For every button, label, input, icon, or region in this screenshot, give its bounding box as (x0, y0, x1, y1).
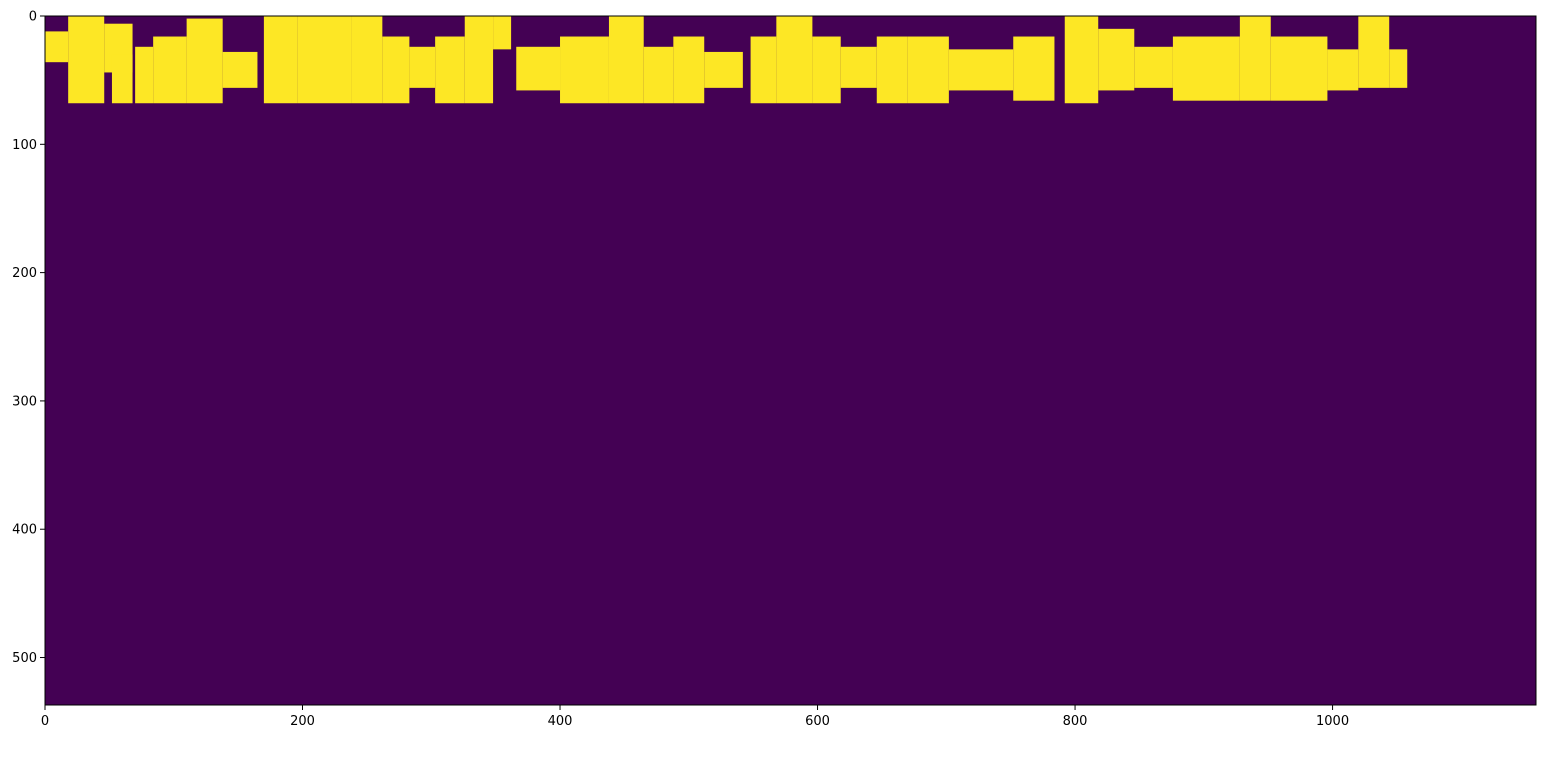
y-tick-label: 400 (12, 523, 37, 538)
foreground-region (1389, 49, 1408, 88)
foreground-region (812, 36, 841, 104)
y-tick-label: 500 (12, 651, 37, 666)
foreground-region (1172, 36, 1240, 101)
foreground-region (435, 36, 465, 104)
foreground-region (1134, 46, 1173, 88)
foreground-region (1239, 16, 1271, 101)
foreground-region (297, 16, 352, 104)
foreground-region (608, 16, 644, 104)
foreground-region (516, 46, 561, 91)
foreground-region (493, 16, 512, 50)
foreground-region (948, 49, 1014, 91)
plot-area (45, 16, 1536, 705)
y-axis: 0 100 200 300 400 500 (12, 10, 45, 666)
foreground-region (776, 16, 813, 104)
foreground-region (111, 54, 133, 104)
foreground-region (560, 36, 609, 104)
plot-frame (44, 15, 1537, 706)
foreground-region (1013, 36, 1055, 101)
foreground-region (135, 46, 154, 104)
foreground-region (840, 46, 877, 88)
heatmap-background (45, 16, 1536, 705)
foreground-region (222, 51, 258, 88)
foreground-region (704, 51, 743, 88)
foreground-region (1270, 36, 1328, 101)
x-tick-label: 400 (548, 714, 573, 729)
y-tick-label: 100 (12, 138, 37, 153)
foreground-region (750, 36, 777, 104)
foreground-region (1358, 16, 1390, 88)
foreground-region (643, 46, 674, 104)
x-tick-label: 600 (805, 714, 830, 729)
foreground-region (1098, 28, 1135, 91)
foreground-region (1064, 16, 1099, 104)
foreground-region (263, 16, 298, 104)
foreground-region (68, 16, 105, 104)
foreground-region (673, 36, 705, 104)
foreground-region (186, 18, 223, 104)
foreground-region (464, 16, 494, 104)
y-tick-label: 300 (12, 394, 37, 409)
y-tick-label: 0 (29, 10, 37, 25)
foreground-region (153, 36, 187, 104)
foreground-region (907, 36, 949, 104)
foreground-region (351, 16, 383, 104)
foreground-region (409, 46, 436, 88)
x-tick-label: 800 (1063, 714, 1088, 729)
x-axis: 0 200 400 600 800 1000 (41, 705, 1349, 729)
x-tick-label: 200 (290, 714, 315, 729)
foreground-region (1327, 49, 1359, 91)
y-tick-label: 200 (12, 266, 37, 281)
x-tick-label: 0 (41, 714, 49, 729)
foreground-region (876, 36, 908, 104)
foreground-regions (45, 16, 1408, 104)
foreground-region (382, 36, 410, 104)
foreground-region (45, 31, 69, 63)
x-tick-label: 1000 (1316, 714, 1349, 729)
